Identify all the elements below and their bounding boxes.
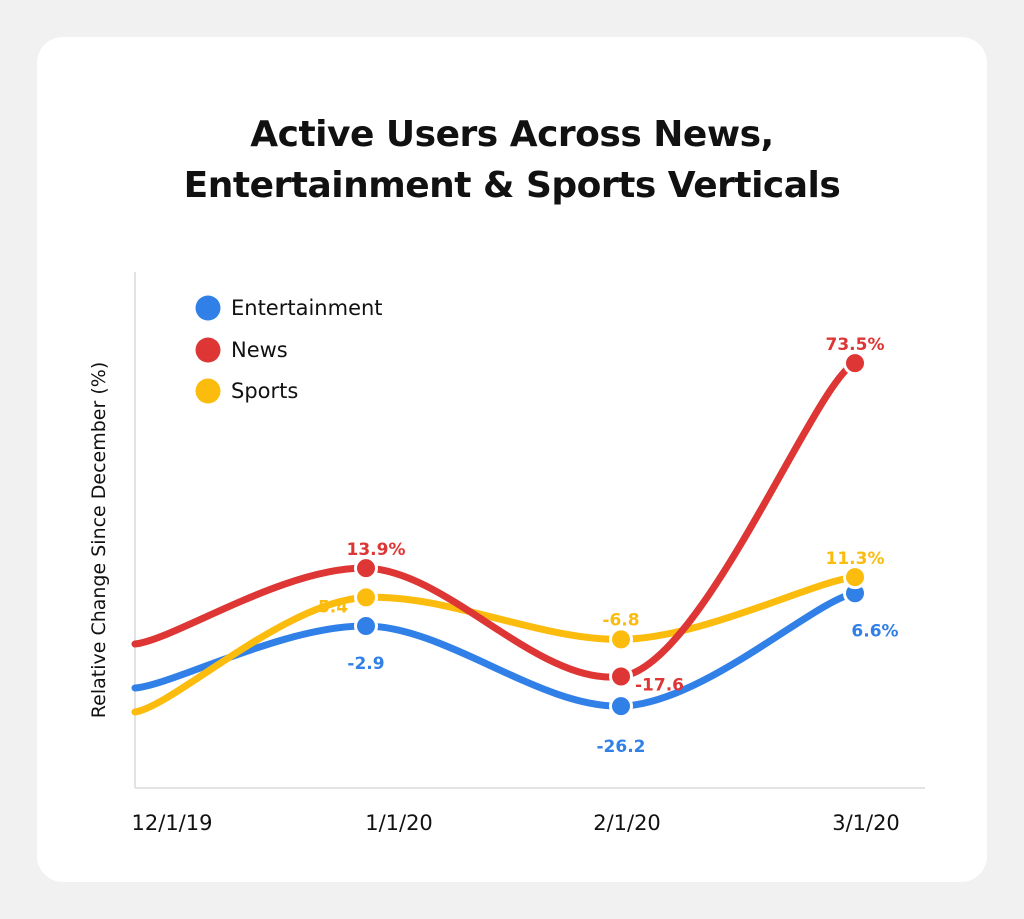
data-point-news	[354, 556, 378, 581]
data-label-news: 73.5%	[826, 335, 885, 355]
data-label-news: -17.6	[635, 676, 684, 696]
data-label-sports: 5.4	[318, 597, 348, 617]
series-lines	[131, 359, 859, 716]
legend-label-entertainment: Entertainment	[231, 296, 383, 320]
axes	[134, 272, 925, 789]
data-label-entertainment: -26.2	[597, 737, 646, 757]
series-line-sports	[131, 573, 859, 716]
legend-label-sports: Sports	[231, 379, 298, 403]
legend-marker-sports	[195, 378, 221, 404]
data-label-sports: -6.8	[602, 610, 639, 630]
legend: Entertainment News Sports	[195, 295, 383, 404]
x-tick-label: 12/1/19	[132, 811, 213, 835]
x-tick-label: 2/1/20	[593, 811, 661, 835]
data-labels: -2.9 -26.2 6.6% 5.4 -6.8 11.3% 13.9% -17.6 73.5%	[318, 335, 899, 757]
y-axis-label: Relative Change Since December (%)	[88, 362, 110, 718]
legend-marker-entertainment	[195, 295, 221, 321]
data-point-sports	[609, 627, 633, 652]
chart-title-line-2: Entertainment & Sports Verticals	[183, 165, 841, 206]
x-tick-label: 1/1/20	[365, 811, 433, 835]
chart-title-line-1: Active Users Across News,	[250, 114, 774, 155]
data-point-sports	[843, 565, 867, 590]
data-label-sports: 11.3%	[826, 549, 885, 569]
data-point-news	[843, 351, 867, 376]
data-point-entertainment	[354, 613, 378, 638]
series-markers	[354, 351, 867, 719]
legend-marker-news	[195, 337, 221, 363]
data-point-sports	[354, 585, 378, 610]
data-label-entertainment: -2.9	[347, 654, 384, 674]
x-tick-label: 3/1/20	[832, 811, 900, 835]
chart-card	[37, 37, 987, 882]
data-label-news: 13.9%	[347, 540, 406, 560]
data-point-entertainment	[609, 694, 633, 719]
legend-label-news: News	[231, 338, 288, 362]
x-tick-labels: 12/1/19 1/1/20 2/1/20 3/1/20	[132, 811, 900, 835]
data-label-entertainment: 6.6%	[851, 621, 898, 641]
data-point-news	[609, 664, 633, 689]
series-line-news	[131, 359, 859, 681]
